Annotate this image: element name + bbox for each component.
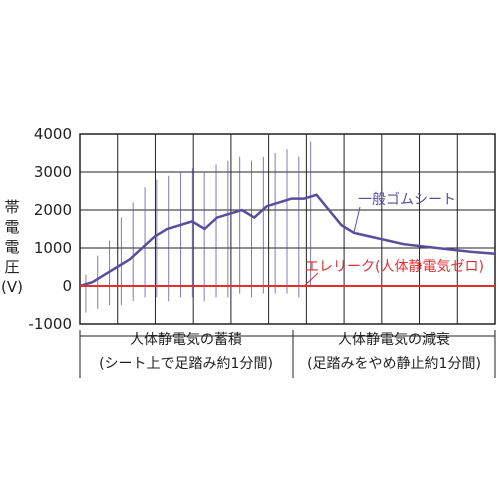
y-axis-label: 帯 電 電 圧 (V) [1, 198, 23, 296]
annotation-leader [303, 272, 319, 287]
y-axis: 4000 3000 2000 1000 0 -1000 [28, 125, 72, 333]
y-tick-label: -1000 [28, 315, 72, 333]
phase-label: 人体静電気の減衰 [338, 331, 450, 348]
traces [79, 141, 496, 313]
grid [79, 133, 496, 325]
y-tick-label: 3000 [34, 163, 72, 181]
y-tick-label: 4000 [34, 125, 72, 143]
phase-sublabel: (足踏みをやめ静止約1分間) [307, 356, 481, 372]
y-axis-label-char: 電 [4, 238, 19, 256]
y-axis-label-char: 電 [4, 218, 19, 236]
y-axis-label-char: 圧 [4, 258, 19, 276]
y-tick-label: 1000 [34, 239, 72, 257]
phase-label: 人体静電気の蓄積 [130, 332, 242, 348]
series-label-rubber: 一般ゴムシート [358, 191, 456, 208]
y-tick-label: 0 [62, 277, 72, 295]
y-axis-label-char: 帯 [4, 198, 19, 216]
x-phases: 人体静電気の蓄積 (シート上で足踏み約1分間) 人体静電気の減衰 (足踏みをやめ… [79, 330, 496, 378]
y-tick-label: 2000 [34, 201, 72, 219]
series-label-eleleak: エレリーク(人体静電気ゼロ) [305, 259, 484, 275]
annotation-leader [353, 206, 361, 233]
phase-sublabel: (シート上で足踏み約1分間) [99, 356, 273, 372]
y-axis-label-char: (V) [1, 278, 23, 296]
series-line-rubber [79, 193, 496, 288]
series-annotations: 一般ゴムシート エレリーク(人体静電気ゼロ) [305, 191, 484, 275]
plot-frame [79, 133, 496, 325]
